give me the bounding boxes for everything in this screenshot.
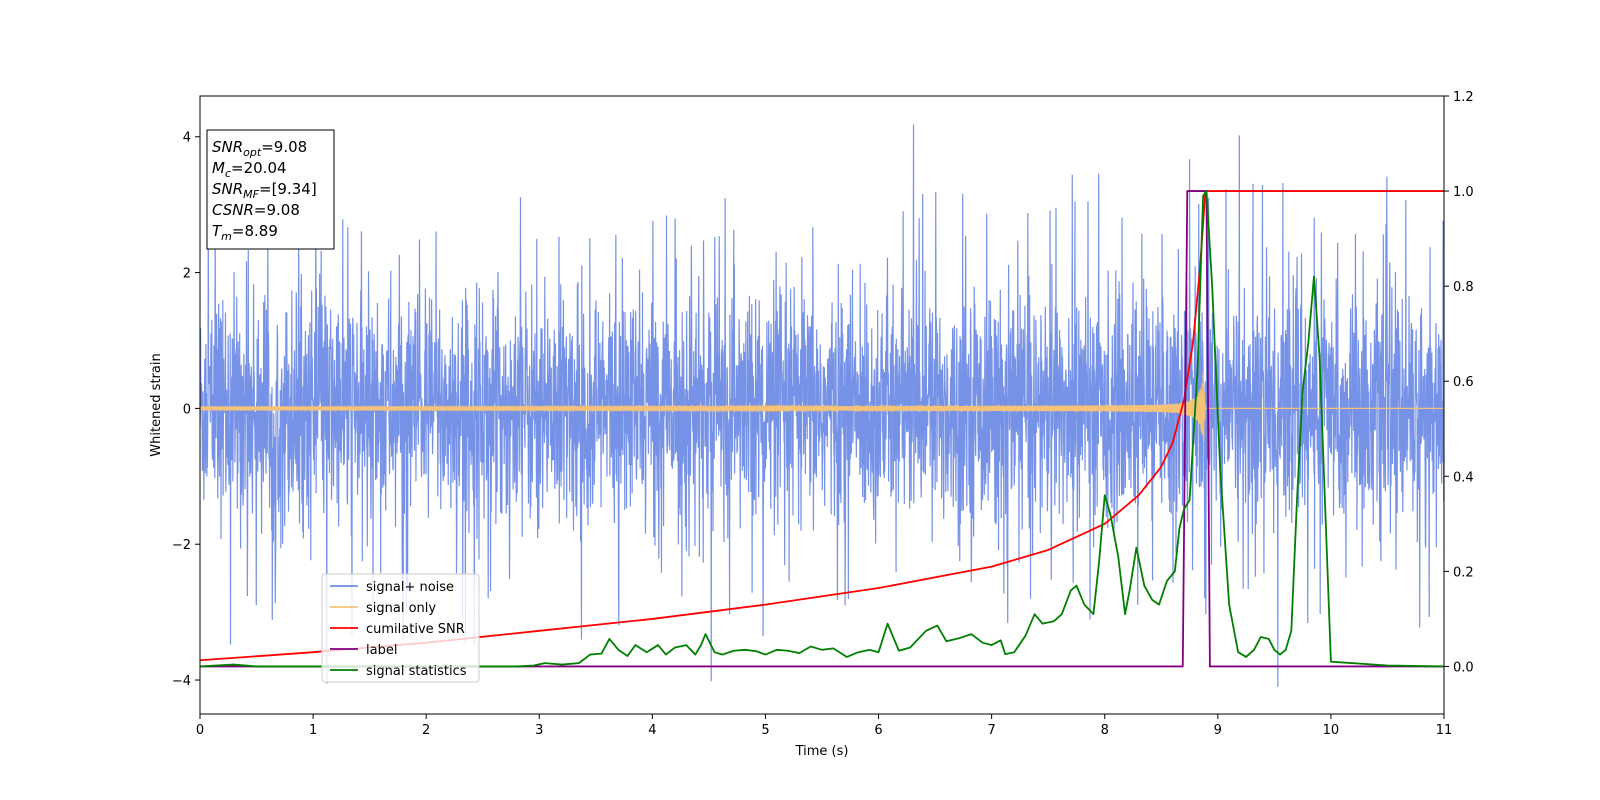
series-signal-only-line — [200, 373, 1444, 442]
x-tick-label: 7 — [987, 723, 995, 738]
y2-tick-label: 0.4 — [1453, 470, 1474, 485]
y2-tick-label: 1.0 — [1453, 185, 1474, 200]
legend-label-signal-only: signal only — [366, 601, 436, 616]
stat-line: SNRMF=[9.34] — [212, 180, 317, 201]
legend: signal+ noise signal only cumilative SNR la… — [321, 573, 480, 683]
x-tick-label: 11 — [1436, 723, 1453, 738]
y-tick-label: −2 — [172, 538, 191, 553]
axes-frame — [199, 95, 1445, 715]
stat-line: Tm=8.89 — [212, 222, 278, 243]
y2-tick-label: 0.2 — [1453, 565, 1474, 580]
x-tick-label: 0 — [196, 723, 204, 738]
stats-annotation: SNRopt=9.08Mc=20.04SNRMF=[9.34]CSNR=9.08… — [206, 129, 335, 250]
data-layer — [200, 124, 1444, 687]
series-cumilative-snr-line — [200, 190, 1444, 662]
y2-tick-label: 1.2 — [1453, 90, 1474, 105]
stat-line: SNRopt=9.08 — [212, 138, 307, 159]
legend-label-signal-noise: signal+ noise — [366, 580, 454, 595]
x-tick-label: 2 — [422, 723, 430, 738]
stat-line: Mc=20.04 — [212, 159, 287, 180]
x-tick-label: 4 — [648, 723, 656, 738]
legend-label-label: label — [366, 643, 397, 658]
legend-label-cumilative-snr: cumilative SNR — [366, 622, 465, 637]
x-tick-label: 6 — [874, 723, 882, 738]
x-tick-label: 10 — [1323, 723, 1340, 738]
x-tick-label: 5 — [761, 723, 769, 738]
x-tick-label: 9 — [1214, 723, 1222, 738]
y-tick-label: 2 — [183, 267, 191, 282]
y-tick-label: 0 — [183, 402, 191, 417]
y-axis-label: Whitened strain — [149, 353, 164, 456]
y-tick-label: 4 — [183, 131, 191, 146]
y2-tick-label: 0.6 — [1453, 375, 1474, 390]
x-axis-label: Time (s) — [795, 744, 849, 759]
series-signal-statistics-line — [200, 190, 1444, 668]
x-tick-label: 3 — [535, 723, 543, 738]
axes-layer: 0 1 2 3 4 5 6 7 8 9 10 11 −4 −2 0 2 4 0.0 0.2 0.4 0.6 0.8 1.0 1… — [149, 90, 1474, 759]
y-tick-label: −4 — [172, 674, 191, 689]
stat-line: CSNR=9.08 — [212, 201, 300, 219]
stats-box — [206, 129, 335, 250]
series-signal-noise-line — [200, 124, 1444, 687]
legend-box — [321, 573, 480, 683]
series-label-line — [200, 190, 1444, 668]
x-tick-label: 1 — [309, 723, 317, 738]
x-tick-label: 8 — [1101, 723, 1109, 738]
legend-label-signal-statistics: signal statistics — [366, 664, 467, 679]
y2-tick-label: 0.8 — [1453, 280, 1474, 295]
y2-tick-label: 0.0 — [1453, 660, 1474, 675]
